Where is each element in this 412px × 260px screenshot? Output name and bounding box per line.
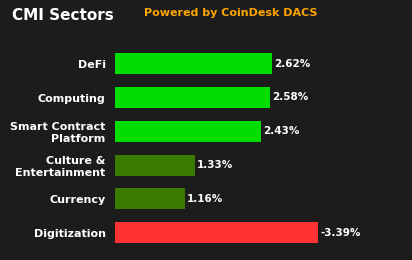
Bar [115,87,269,108]
Text: 1.33%: 1.33% [197,160,234,170]
Bar [115,222,318,243]
Bar [115,155,195,176]
Text: -3.39%: -3.39% [321,228,361,238]
Bar [115,53,272,74]
Bar [115,121,261,142]
Text: 2.58%: 2.58% [272,93,308,102]
Text: 2.43%: 2.43% [263,126,300,136]
Text: 1.16%: 1.16% [187,194,223,204]
Text: 2.62%: 2.62% [274,59,311,69]
Bar [115,188,185,209]
Text: CMI Sectors: CMI Sectors [12,8,114,23]
Text: Powered by CoinDesk DACS: Powered by CoinDesk DACS [144,8,318,18]
